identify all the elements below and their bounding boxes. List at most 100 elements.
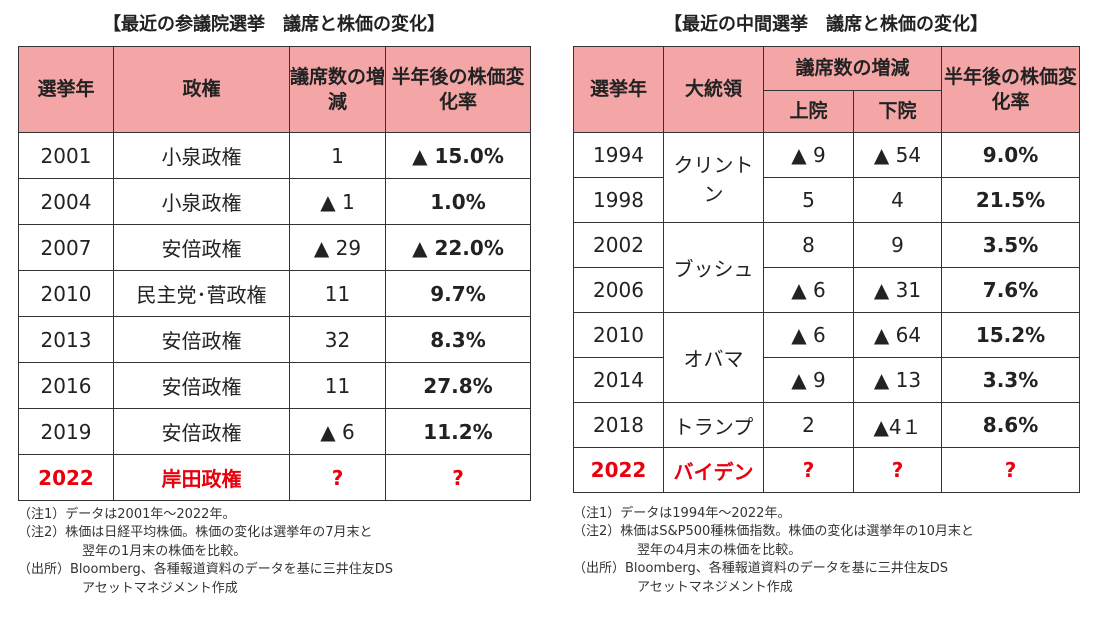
- header-government: 政権: [113, 46, 290, 133]
- senate-cell: ▲ 9: [763, 132, 854, 178]
- president-cell: バイデン: [663, 447, 764, 493]
- year-cell: 2007: [18, 224, 114, 271]
- year-cell: 2014: [573, 357, 664, 403]
- year-cell: 1998: [573, 177, 664, 223]
- highlight-row-2022: 2022 岸田政権 ? ?: [18, 454, 531, 501]
- stock-change-cell: 3.3%: [941, 357, 1081, 403]
- seat-change-cell: 1: [289, 132, 386, 179]
- year-cell: 2002: [573, 222, 664, 268]
- year-cell: 2010: [573, 312, 664, 358]
- year-cell: 2022: [18, 454, 114, 501]
- note-line: 翌年の1月末の株価を比較。: [82, 543, 247, 559]
- government-cell: 安倍政権: [113, 316, 290, 363]
- header-senate: 上院: [763, 90, 854, 133]
- stock-change-cell: ?: [385, 454, 531, 501]
- stock-change-cell: ▲ 15.0%: [385, 132, 531, 179]
- government-cell: 民主党･菅政権: [113, 270, 290, 317]
- year-cell: 1994: [573, 132, 664, 178]
- government-cell: 小泉政権: [113, 132, 290, 179]
- government-cell: 安倍政権: [113, 224, 290, 271]
- government-cell: 岸田政権: [113, 454, 290, 501]
- table-row: 2016 安倍政権 11 27.8%: [18, 362, 531, 409]
- right-title: 【最近の中間選挙 議席と株価の変化】: [664, 14, 988, 35]
- year-cell: 2022: [573, 447, 664, 493]
- government-cell: 小泉政権: [113, 178, 290, 225]
- government-cell: 安倍政権: [113, 408, 290, 455]
- right-panel: 【最近の中間選挙 議席と株価の変化】 選挙年 大統領 議席数の増減 半年後の株価…: [573, 0, 1081, 597]
- seat-change-cell: 32: [289, 316, 386, 363]
- stock-change-cell: 9.0%: [941, 132, 1081, 178]
- year-cell: 2016: [18, 362, 114, 409]
- table-row: 2014 ▲ 9 ▲ 13 3.3%: [573, 357, 1081, 403]
- table-subheader-row: 上院 下院: [574, 90, 1080, 133]
- right-notes: （注1）データは1994年～2022年。 （注2）株価はS&P500種株価指数。…: [573, 505, 1079, 597]
- stock-change-cell: 7.6%: [941, 267, 1081, 313]
- header-year: 選挙年: [573, 46, 664, 133]
- house-cell: ?: [852, 447, 943, 493]
- senate-cell: ▲ 9: [763, 357, 854, 403]
- table-row: 2006 ▲ 6 ▲ 31 7.6%: [573, 267, 1081, 313]
- table-row: 2001 小泉政権 1 ▲ 15.0%: [18, 132, 531, 179]
- stock-change-cell: ▲ 22.0%: [385, 224, 531, 271]
- stock-change-cell: 1.0%: [385, 178, 531, 225]
- house-cell: ▲4１: [852, 402, 943, 448]
- table-row: 2007 安倍政権 ▲ 29 ▲ 22.0%: [18, 224, 531, 271]
- president-cell: オバマ: [663, 312, 764, 403]
- seat-change-cell: ?: [289, 454, 386, 501]
- senate-cell: ▲ 6: [763, 312, 854, 358]
- header-seat-change: 議席数の増減: [289, 46, 386, 133]
- stock-change-cell: 9.7%: [385, 270, 531, 317]
- note-line: （注1）データは1994年～2022年。: [573, 506, 791, 521]
- house-cell: ▲ 64: [852, 312, 943, 358]
- stock-change-cell: 8.6%: [941, 402, 1081, 448]
- table-row: 2010 民主党･菅政権 11 9.7%: [18, 270, 531, 317]
- header-stock-change: 半年後の株価変化率: [941, 46, 1081, 133]
- year-cell: 2019: [18, 408, 114, 455]
- table-row: 1998 5 4 21.5%: [573, 177, 1081, 223]
- stock-change-cell: ?: [941, 447, 1081, 493]
- midterm-table: 選挙年 大統領 議席数の増減 半年後の株価変化率 上院 下院 1994 クリント…: [573, 46, 1081, 493]
- header-house: 下院: [852, 90, 943, 133]
- highlight-row-2022: 2022 バイデン ? ? ?: [573, 447, 1081, 493]
- stock-change-cell: 11.2%: [385, 408, 531, 455]
- stock-change-cell: 8.3%: [385, 316, 531, 363]
- table-row: 2019 安倍政権 ▲ 6 11.2%: [18, 408, 531, 455]
- seat-change-cell: ▲ 29: [289, 224, 386, 271]
- table-header-row: 選挙年 大統領 議席数の増減 半年後の株価変化率: [573, 46, 1081, 133]
- seat-change-cell: 11: [289, 270, 386, 317]
- table-row: 2002 ブッシュ 8 9 3.5%: [573, 222, 1081, 313]
- house-cell: 4: [852, 177, 943, 223]
- header-year: 選挙年: [18, 46, 114, 133]
- table-row: 1994 クリントン ▲ 9 ▲ 54 9.0%: [573, 132, 1081, 223]
- note-line: （注2）株価は日経平均株価。株価の変化は選挙年の7月末と: [18, 525, 373, 541]
- table-row: 2018 トランプ 2 ▲4１ 8.6%: [573, 402, 1081, 448]
- table-row: 2013 安倍政権 32 8.3%: [18, 316, 531, 363]
- left-title: 【最近の参議院選挙 議席と株価の変化】: [103, 14, 445, 35]
- president-cell: クリントン: [663, 132, 764, 223]
- note-line: （出所）Bloomberg、各種報道資料のデータを基に三井住友DS: [18, 562, 393, 578]
- seat-change-cell: ▲ 1: [289, 178, 386, 225]
- note-line: （出所）Bloomberg、各種報道資料のデータを基に三井住友DS: [573, 561, 948, 577]
- house-cell: 9: [852, 222, 943, 268]
- year-cell: 2001: [18, 132, 114, 179]
- table-row: 2010 オバマ ▲ 6 ▲ 64 15.2%: [573, 312, 1081, 403]
- table-row: 2004 小泉政権 ▲ 1 1.0%: [18, 178, 531, 225]
- table-header-row: 選挙年 政権 議席数の増減 半年後の株価変化率: [18, 46, 531, 133]
- senate-cell: 5: [763, 177, 854, 223]
- year-cell: 2013: [18, 316, 114, 363]
- stock-change-cell: 27.8%: [385, 362, 531, 409]
- note-line: アセットマネジメント作成: [637, 579, 793, 595]
- president-cell: ブッシュ: [663, 222, 764, 313]
- house-cell: ▲ 31: [852, 267, 943, 313]
- left-panel: 【最近の参議院選挙 議席と株価の変化】 選挙年 政権 議席数の増減 半年後の株価…: [18, 0, 531, 598]
- seat-change-cell: 11: [289, 362, 386, 409]
- senate-cell: 8: [763, 222, 854, 268]
- upper-house-table: 選挙年 政権 議席数の増減 半年後の株価変化率 2001 小泉政権 1 ▲ 15…: [18, 46, 531, 501]
- year-cell: 2010: [18, 270, 114, 317]
- year-cell: 2006: [573, 267, 664, 313]
- stock-change-cell: 3.5%: [941, 222, 1081, 268]
- house-cell: ▲ 54: [852, 132, 943, 178]
- year-cell: 2004: [18, 178, 114, 225]
- note-line: アセットマネジメント作成: [82, 580, 238, 596]
- government-cell: 安倍政権: [113, 362, 290, 409]
